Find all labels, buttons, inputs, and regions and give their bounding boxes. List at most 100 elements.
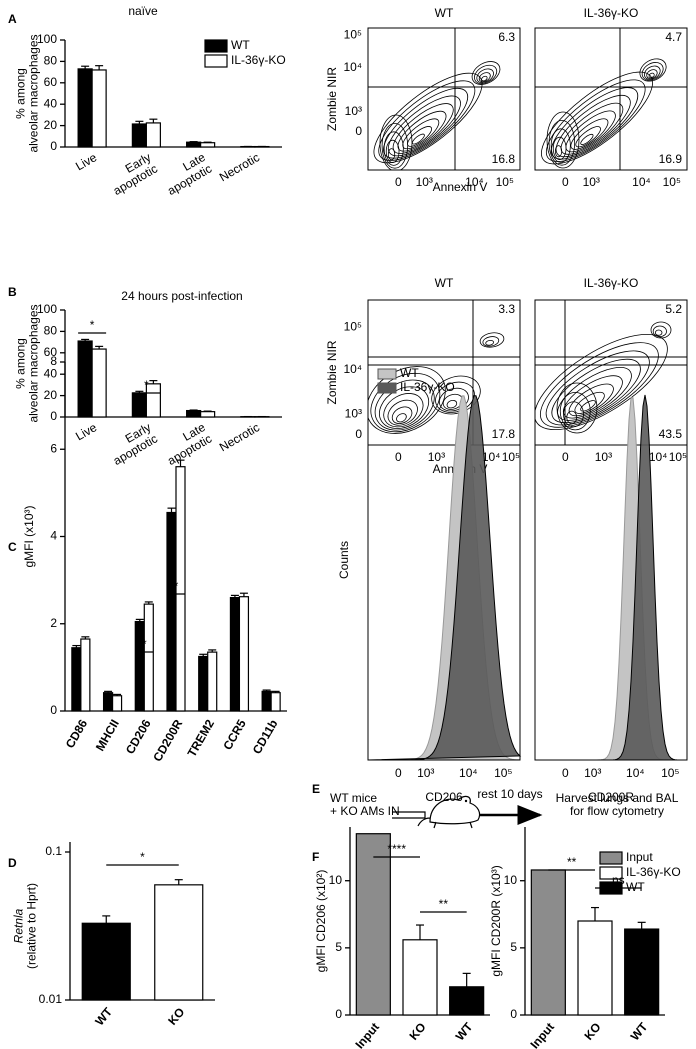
bar bbox=[145, 122, 161, 148]
contour bbox=[560, 102, 624, 155]
x-tick-label: Lateapoptotic bbox=[159, 150, 215, 198]
bar bbox=[91, 348, 107, 418]
contour bbox=[654, 329, 663, 336]
axis-label: CD200R bbox=[588, 790, 634, 804]
contour bbox=[570, 118, 609, 150]
y-tick-label: 0 bbox=[355, 124, 362, 138]
x-tick-label: 0 bbox=[395, 175, 402, 189]
x-tick-label: Necrotic bbox=[217, 420, 262, 454]
quadrant-value: 17.8 bbox=[492, 427, 516, 441]
significance-label: * bbox=[90, 318, 95, 332]
x-tick-label: 0 bbox=[562, 450, 569, 464]
x-tick-label: CD11b bbox=[250, 717, 281, 756]
x-tick-label: 0 bbox=[562, 175, 569, 189]
contour bbox=[641, 62, 664, 81]
bar bbox=[198, 655, 209, 712]
y-tick-label: 5 bbox=[335, 940, 342, 954]
y-tick-label: 0.01 bbox=[39, 992, 63, 1006]
y-tick-label: 10⁴ bbox=[343, 362, 362, 376]
y-tick-label: 0 bbox=[510, 1007, 517, 1021]
x-tick-label: 10⁵ bbox=[496, 175, 514, 189]
contour bbox=[551, 358, 641, 424]
legend-label: WT bbox=[626, 880, 645, 894]
x-tick-label: WT bbox=[92, 1004, 115, 1028]
contour bbox=[392, 103, 454, 154]
x-tick-label: Earlyapoptotic bbox=[104, 150, 160, 198]
contour bbox=[552, 136, 567, 160]
x-tick-label: CD206 bbox=[123, 717, 154, 757]
legend-swatch bbox=[377, 368, 397, 380]
contour bbox=[554, 145, 563, 158]
x-tick-label: KO bbox=[165, 1005, 187, 1028]
y-tick-label: 60 bbox=[44, 345, 58, 359]
diagram-text: WT mice + KO AMs IN bbox=[330, 791, 400, 818]
y-tick-label: 10³ bbox=[345, 104, 362, 118]
x-tick-label: WT bbox=[453, 1019, 476, 1043]
significance-label: * bbox=[144, 378, 149, 392]
legend-label: WT bbox=[231, 38, 250, 52]
contour bbox=[550, 128, 571, 163]
contour bbox=[474, 64, 498, 84]
plot-frame bbox=[367, 364, 521, 761]
panel-letter: D bbox=[8, 856, 17, 870]
bar bbox=[624, 928, 660, 1016]
quadrant-value: 5.2 bbox=[665, 302, 682, 316]
x-tick-label: 10⁵ bbox=[494, 766, 512, 780]
y-tick-label: 80 bbox=[44, 54, 58, 68]
contours bbox=[541, 58, 667, 169]
plot-title: WT bbox=[435, 6, 454, 20]
contour bbox=[373, 72, 483, 164]
x-tick-label: 10⁴ bbox=[465, 175, 484, 189]
contour bbox=[383, 131, 404, 166]
contour bbox=[556, 382, 598, 434]
axis-label: % amongalveolar macrophages bbox=[14, 34, 41, 152]
plot-title: IL-36γ-KO bbox=[584, 6, 639, 20]
legend-label: IL-36γ-KO bbox=[400, 380, 455, 394]
significance-label: ** bbox=[567, 855, 577, 869]
chart-title: 24 hours post-infection bbox=[121, 289, 242, 303]
y-tick-label: 0.1 bbox=[45, 844, 62, 858]
contour bbox=[580, 133, 594, 145]
axis-label: gMFI (x10³) bbox=[22, 505, 36, 567]
quadrant-value: 16.9 bbox=[659, 152, 683, 166]
axis-label: % amongalveolar macrophages bbox=[14, 304, 41, 422]
quadrant-value: 3.3 bbox=[498, 302, 515, 316]
legend-swatch bbox=[599, 851, 623, 865]
bar bbox=[80, 638, 91, 712]
contour bbox=[476, 68, 494, 84]
legend-swatch bbox=[204, 39, 228, 53]
contour bbox=[383, 393, 424, 428]
y-tick-label: 10⁵ bbox=[344, 27, 362, 41]
bar bbox=[81, 922, 131, 1001]
contour bbox=[479, 332, 505, 348]
contour bbox=[648, 72, 655, 79]
contour bbox=[639, 58, 667, 82]
axis-label: gMFI CD206 (x10²) bbox=[314, 870, 328, 973]
bar bbox=[200, 411, 216, 418]
significance-label: * bbox=[140, 850, 145, 864]
contour bbox=[546, 111, 580, 169]
bar bbox=[102, 692, 114, 712]
panel-letter: F bbox=[312, 850, 319, 864]
contour bbox=[370, 372, 441, 433]
y-tick-label: 80 bbox=[44, 324, 58, 338]
contour bbox=[378, 80, 476, 161]
plot-title: WT bbox=[435, 276, 454, 290]
significance-label: ** bbox=[439, 897, 449, 911]
x-tick-label: TREM2 bbox=[185, 717, 218, 760]
x-tick-label: 10⁵ bbox=[669, 450, 687, 464]
bar bbox=[77, 68, 93, 148]
syringe bbox=[392, 811, 426, 819]
x-tick-label: 10³ bbox=[595, 450, 612, 464]
y-tick-label: 6 bbox=[50, 441, 57, 455]
y-tick-label: 8 bbox=[50, 354, 57, 368]
x-tick-label: 10⁵ bbox=[502, 450, 520, 464]
plot-frame bbox=[534, 364, 688, 761]
diagram-text: Harvest lungs and BAL for flow cytometry bbox=[556, 791, 679, 818]
y-tick-label: 100 bbox=[37, 32, 57, 46]
x-tick-label: KO bbox=[581, 1020, 603, 1043]
axis-label: Zombie NIR bbox=[325, 340, 339, 404]
x-tick-label: Live bbox=[73, 150, 99, 173]
bar bbox=[200, 142, 216, 148]
bar bbox=[355, 833, 391, 1016]
